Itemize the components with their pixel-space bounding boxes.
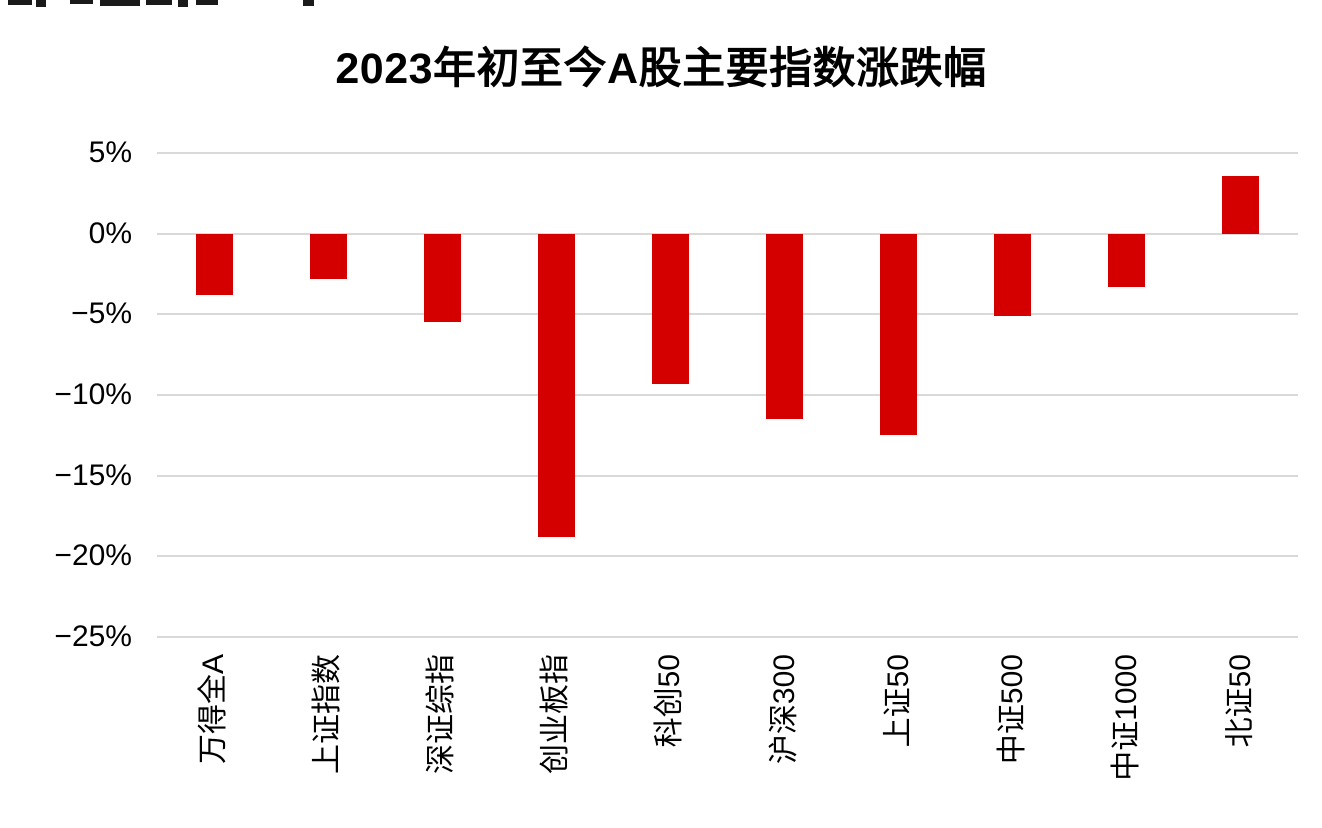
bar-北证50 (1222, 175, 1260, 234)
bar-深证综指 (423, 233, 461, 323)
bar-上证50 (880, 233, 918, 436)
chart-title: 2023年初至今A股主要指数涨跌幅 (335, 45, 987, 93)
x-axis-label: 中证500 (995, 654, 1029, 765)
gridline (157, 152, 1298, 154)
x-axis-label: 北证50 (1223, 654, 1257, 748)
y-axis-tick-label: 5% (88, 136, 132, 169)
gridline (157, 232, 1298, 235)
gridline (157, 474, 1298, 477)
clipped-text-fragment (0, 0, 340, 8)
y-axis-tick-label: −20% (54, 539, 132, 573)
y-axis-tick-label: −15% (54, 458, 132, 492)
bar-中证1000 (1108, 233, 1146, 287)
gridline (157, 313, 1298, 316)
x-axis-label: 创业板指 (539, 654, 573, 774)
bar-创业板指 (537, 233, 575, 537)
bar-科创50 (651, 233, 689, 384)
gridline (157, 636, 1298, 638)
gridline (157, 555, 1298, 558)
bar-沪深300 (766, 233, 804, 420)
x-axis-label: 中证1000 (1109, 654, 1143, 781)
bar-中证500 (994, 233, 1032, 316)
y-axis-tick-label: −25% (54, 620, 132, 653)
x-axis-label: 沪深300 (767, 654, 801, 765)
y-axis-tick-label: −10% (54, 378, 132, 411)
x-axis-label: 科创50 (653, 654, 687, 748)
x-axis-label: 深证综指 (425, 654, 459, 774)
y-axis-tick-label: −5% (71, 297, 132, 331)
y-axis-tick-label: 0% (88, 216, 132, 250)
bar-万得全A (195, 233, 233, 295)
gridline (157, 394, 1298, 396)
bar-上证指数 (309, 233, 347, 279)
x-axis-label: 上证指数 (311, 654, 345, 774)
x-axis-label: 上证50 (881, 654, 915, 748)
x-axis-label: 万得全A (197, 654, 231, 765)
